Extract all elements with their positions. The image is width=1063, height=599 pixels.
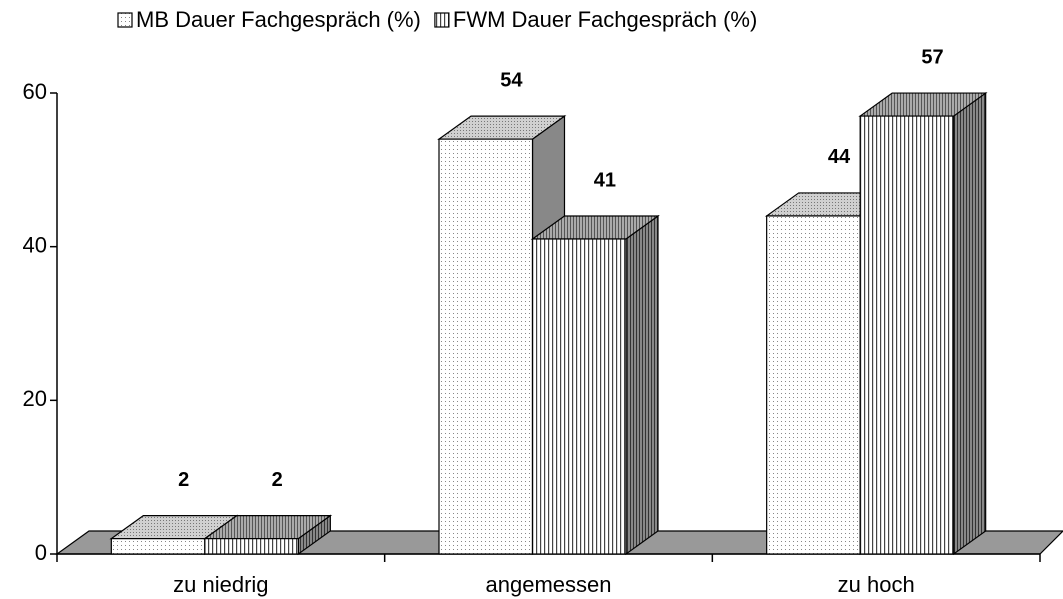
x-tick-label: angemessen <box>486 572 612 597</box>
bar-front <box>204 538 299 555</box>
legend-swatch <box>434 12 450 28</box>
y-tick-label: 0 <box>35 540 47 565</box>
legend-label: MB Dauer Fachgespräch (%) <box>136 7 421 32</box>
y-tick-label: 60 <box>23 79 47 104</box>
x-tick-label: zu hoch <box>838 572 915 597</box>
y-tick-label: 40 <box>23 232 47 257</box>
bar-front <box>766 215 861 555</box>
y-tick-label: 20 <box>23 386 47 411</box>
value-label: 2 <box>272 469 283 491</box>
bar <box>530 214 660 556</box>
legend-label: FWM Dauer Fachgespräch (%) <box>453 7 757 32</box>
bar <box>858 91 988 556</box>
bar-front <box>859 115 955 555</box>
value-label: 54 <box>500 69 523 91</box>
value-label: 2 <box>178 469 189 491</box>
legend-swatch <box>117 12 133 28</box>
bar-front <box>438 138 534 555</box>
value-label: 41 <box>594 169 616 191</box>
value-label: 44 <box>828 146 851 168</box>
bar <box>202 514 333 556</box>
value-label: 57 <box>921 46 943 68</box>
bar-side <box>953 91 987 556</box>
bar-front <box>110 538 206 555</box>
bar-side <box>625 214 659 556</box>
x-tick-label: zu niedrig <box>173 572 268 597</box>
bar-front <box>531 238 627 555</box>
